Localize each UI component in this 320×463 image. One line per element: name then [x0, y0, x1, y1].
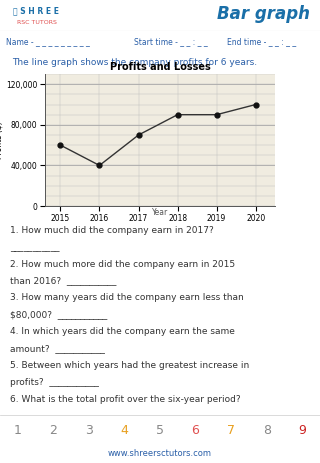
Text: Bar graph: Bar graph	[217, 5, 310, 23]
Title: Profits and Losses: Profits and Losses	[110, 62, 210, 72]
Text: 6: 6	[192, 424, 199, 437]
Text: 3. How many years did the company earn less than: 3. How many years did the company earn l…	[10, 294, 243, 302]
Text: 2. How much more did the company earn in 2015: 2. How much more did the company earn in…	[10, 260, 235, 269]
Text: than 2016?  ___________: than 2016? ___________	[10, 276, 116, 286]
Text: 6. What is the total profit over the six-year period?: 6. What is the total profit over the six…	[10, 395, 240, 404]
Text: amount?  ___________: amount? ___________	[10, 344, 104, 353]
Text: $80,000?  ___________: $80,000? ___________	[10, 310, 107, 319]
Text: Name - _ _ _ _ _ _ _ _ _: Name - _ _ _ _ _ _ _ _ _	[6, 38, 90, 46]
Text: 7: 7	[227, 424, 235, 437]
Text: 4. In which years did the company earn the same: 4. In which years did the company earn t…	[10, 327, 235, 336]
Text: Year: Year	[152, 208, 168, 217]
Text: www.shreersctutors.com: www.shreersctutors.com	[108, 449, 212, 458]
Text: 8: 8	[263, 424, 271, 437]
Text: 9: 9	[298, 424, 306, 437]
Text: End time - _ _ : _ _: End time - _ _ : _ _	[227, 38, 296, 46]
Text: 5: 5	[156, 424, 164, 437]
Text: profits?  ___________: profits? ___________	[10, 378, 99, 387]
Text: The line graph shows the company profits for 6 years.: The line graph shows the company profits…	[12, 58, 258, 67]
Text: 4: 4	[121, 424, 128, 437]
Text: RSC TUTORS: RSC TUTORS	[13, 19, 57, 25]
Text: 1. How much did the company earn in 2017?: 1. How much did the company earn in 2017…	[10, 226, 213, 235]
Text: Start time - _ _ : _ _: Start time - _ _ : _ _	[134, 38, 208, 46]
Y-axis label: Profits ($): Profits ($)	[0, 121, 3, 159]
Text: ⬧ S H R E E: ⬧ S H R E E	[13, 6, 59, 15]
Text: 2: 2	[49, 424, 57, 437]
Text: ___________: ___________	[10, 243, 59, 252]
Text: 5. Between which years had the greatest increase in: 5. Between which years had the greatest …	[10, 361, 249, 370]
Text: 1: 1	[14, 424, 22, 437]
Text: 3: 3	[85, 424, 93, 437]
